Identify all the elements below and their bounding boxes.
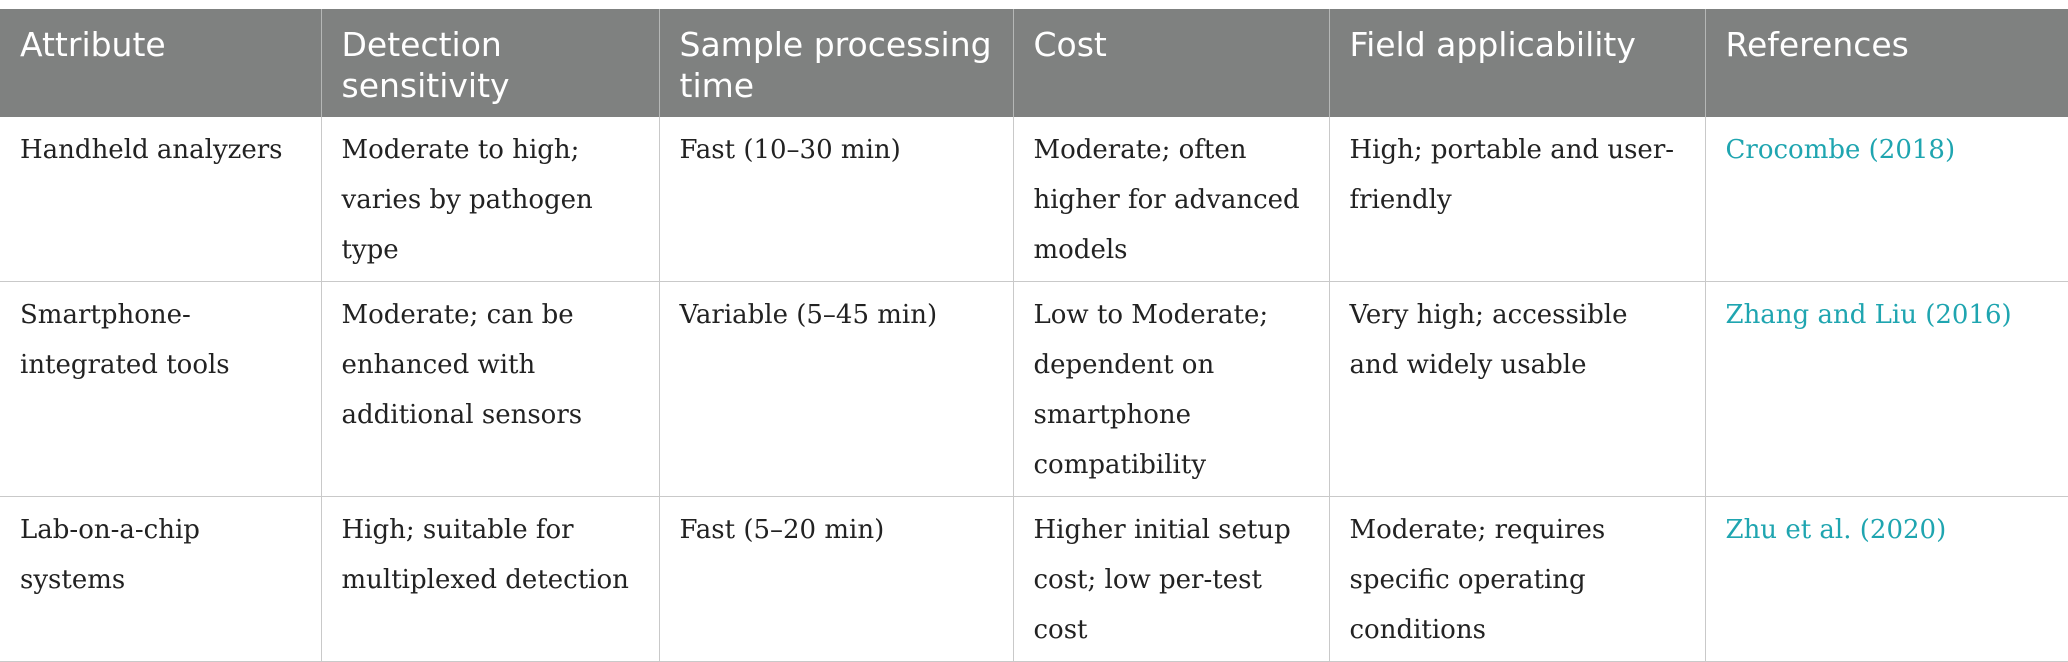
header-sample-processing-time: Sample processing time — [658, 9, 1013, 117]
reference-link[interactable]: Crocombe (2018) — [1725, 135, 1956, 165]
reference-link[interactable]: Zhang and Liu (2016) — [1725, 300, 2012, 330]
cell-field-applicability: High; portable and user-friendly — [1328, 117, 1705, 282]
cell-sensitivity: Moderate; can be enhanced with additiona… — [320, 281, 659, 497]
reference-link[interactable]: Zhu et al. (2020) — [1725, 515, 1947, 545]
header-field-applicability: Field applicability — [1328, 9, 1705, 117]
header-row: Attribute Detection sensitivity Sample p… — [0, 9, 2068, 117]
cell-time: Fast (10–30 min) — [658, 117, 1013, 282]
cell-attribute: Lab-on-a-chip systems — [0, 496, 321, 662]
cell-reference: Crocombe (2018) — [1704, 117, 2068, 282]
cell-reference: Zhu et al. (2020) — [1704, 496, 2068, 662]
header-detection-sensitivity: Detection sensitivity — [320, 9, 659, 117]
cell-field-applicability: Very high; accessible and widely usable — [1328, 281, 1705, 497]
table-row: Lab-on-a-chip systems High; suitable for… — [0, 496, 2068, 662]
cell-reference: Zhang and Liu (2016) — [1704, 281, 2068, 497]
cell-cost: Moderate; often higher for advanced mode… — [1012, 117, 1329, 282]
cell-attribute: Smartphone-integrated tools — [0, 281, 321, 497]
table-row: Smartphone-integrated tools Moderate; ca… — [0, 281, 2068, 497]
table-row: Handheld analyzers Moderate to high; var… — [0, 117, 2068, 282]
comparison-table-container: Attribute Detection sensitivity Sample p… — [0, 9, 2068, 662]
cell-time: Variable (5–45 min) — [658, 281, 1013, 497]
header-references: References — [1704, 9, 2068, 117]
cell-time: Fast (5–20 min) — [658, 496, 1013, 662]
table-body: Handheld analyzers Moderate to high; var… — [0, 117, 2068, 662]
cell-cost: Low to Moderate; dependent on smartphone… — [1012, 281, 1329, 497]
comparison-table: Attribute Detection sensitivity Sample p… — [0, 9, 2068, 662]
header-attribute: Attribute — [0, 9, 321, 117]
table-header: Attribute Detection sensitivity Sample p… — [0, 9, 2068, 117]
cell-cost: Higher initial setup cost; low per-test … — [1012, 496, 1329, 662]
header-cost: Cost — [1012, 9, 1329, 117]
cell-field-applicability: Moderate; requires specific operating co… — [1328, 496, 1705, 662]
cell-attribute: Handheld analyzers — [0, 117, 321, 282]
cell-sensitivity: Moderate to high; varies by pathogen typ… — [320, 117, 659, 282]
cell-sensitivity: High; suitable for multiplexed detection — [320, 496, 659, 662]
